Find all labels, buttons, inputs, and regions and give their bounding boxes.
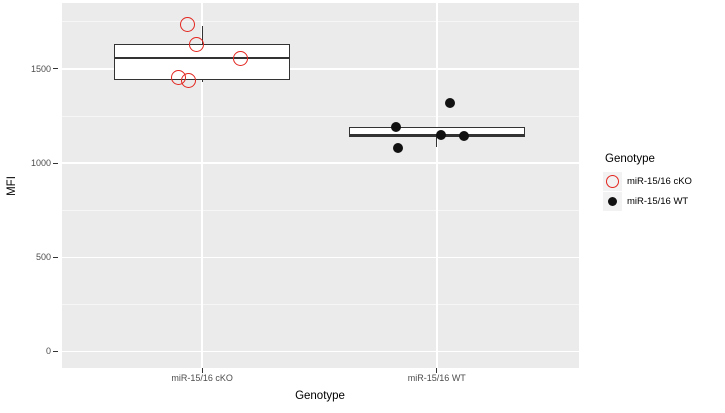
y-tick-label: 1000 bbox=[30, 158, 51, 169]
x-tick-label: miR-15/16 WT bbox=[407, 373, 466, 383]
legend: Genotype miR-15/16 cKO miR-15/16 WT bbox=[603, 153, 692, 212]
filled-circle-icon bbox=[608, 197, 617, 206]
gridline-vertical bbox=[436, 3, 438, 368]
boxplot-median bbox=[114, 56, 291, 59]
y-tick-label: 500 bbox=[35, 252, 51, 263]
y-tick-mark bbox=[53, 162, 58, 164]
legend-key-cko bbox=[603, 172, 622, 191]
gridline-minor bbox=[62, 115, 579, 117]
legend-label-cko: miR-15/16 cKO bbox=[627, 176, 692, 187]
data-point-open-circle bbox=[179, 17, 195, 33]
boxplot-box bbox=[114, 44, 291, 81]
data-point-open-circle bbox=[232, 51, 248, 67]
y-tick-label: 1500 bbox=[30, 63, 51, 74]
data-point-filled-circle bbox=[435, 129, 446, 140]
gridline-major bbox=[62, 256, 579, 258]
gridline-major bbox=[62, 350, 579, 353]
x-tick-mark bbox=[201, 368, 203, 373]
legend-title: Genotype bbox=[605, 153, 655, 165]
data-point-filled-circle bbox=[392, 143, 403, 154]
data-point-filled-circle bbox=[390, 122, 401, 133]
gridline-vertical bbox=[201, 3, 203, 368]
whisker-upper bbox=[201, 25, 203, 45]
data-point-filled-circle bbox=[458, 130, 469, 141]
y-axis-title: MFI bbox=[6, 176, 18, 196]
legend-key-wt bbox=[603, 192, 622, 211]
x-tick-label: miR-15/16 cKO bbox=[171, 373, 233, 383]
legend-item-wt: miR-15/16 WT bbox=[603, 192, 692, 211]
y-tick-mark bbox=[53, 350, 58, 352]
legend-item-cko: miR-15/16 cKO bbox=[603, 172, 692, 191]
data-point-open-circle bbox=[180, 72, 196, 88]
gridline-major bbox=[62, 162, 579, 164]
whisker-lower bbox=[201, 80, 203, 82]
open-circle-icon bbox=[606, 175, 619, 188]
whisker-lower bbox=[436, 137, 438, 147]
y-tick-mark bbox=[53, 68, 58, 70]
legend-label-wt: miR-15/16 WT bbox=[627, 196, 689, 207]
y-tick-label: 0 bbox=[45, 346, 51, 357]
gridline-minor bbox=[62, 303, 579, 305]
gridline-minor bbox=[62, 21, 579, 23]
gridline-minor bbox=[62, 209, 579, 211]
x-tick-mark bbox=[436, 368, 438, 373]
data-point-open-circle bbox=[188, 36, 204, 52]
x-axis-title: Genotype bbox=[295, 390, 345, 402]
gridline-major bbox=[62, 68, 579, 70]
plot-panel bbox=[62, 3, 579, 368]
data-point-filled-circle bbox=[444, 97, 455, 108]
y-tick-mark bbox=[53, 256, 58, 258]
